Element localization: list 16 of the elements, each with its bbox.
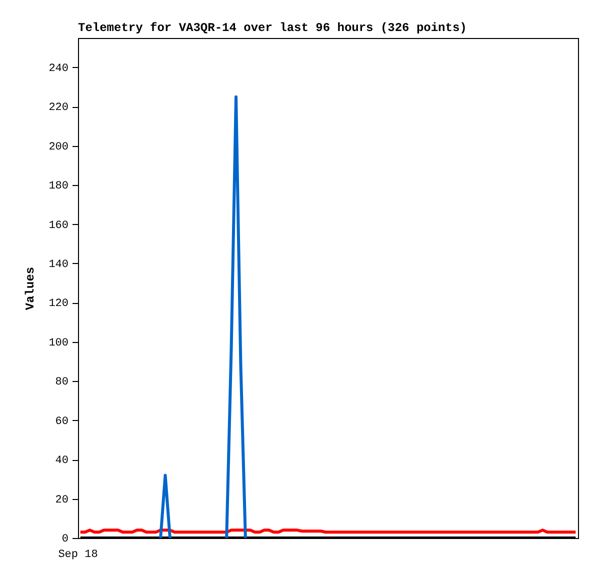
chart-title: Telemetry for VA3QR-14 over last 96 hours (326 points) xyxy=(78,21,467,35)
text: Sep 18 xyxy=(58,549,98,561)
y-tick-label: 60 xyxy=(55,416,68,428)
y-tick-label: 180 xyxy=(48,180,68,193)
y-tick-label: 140 xyxy=(48,258,68,271)
y-tick-label: 240 xyxy=(48,62,68,75)
y-tick-label: 20 xyxy=(55,494,68,506)
y-tick-label: 160 xyxy=(48,220,68,232)
y-tick-label: 0 xyxy=(62,534,68,546)
y-tick-label: 100 xyxy=(48,337,68,350)
y-axis-title: Values xyxy=(24,266,38,310)
y-tick-label: 120 xyxy=(48,298,68,310)
y-tick-label: 220 xyxy=(48,102,68,114)
y-tick-label: 200 xyxy=(48,141,68,154)
y-tick-label: 40 xyxy=(55,455,68,468)
y-tick-label: 80 xyxy=(55,376,68,389)
